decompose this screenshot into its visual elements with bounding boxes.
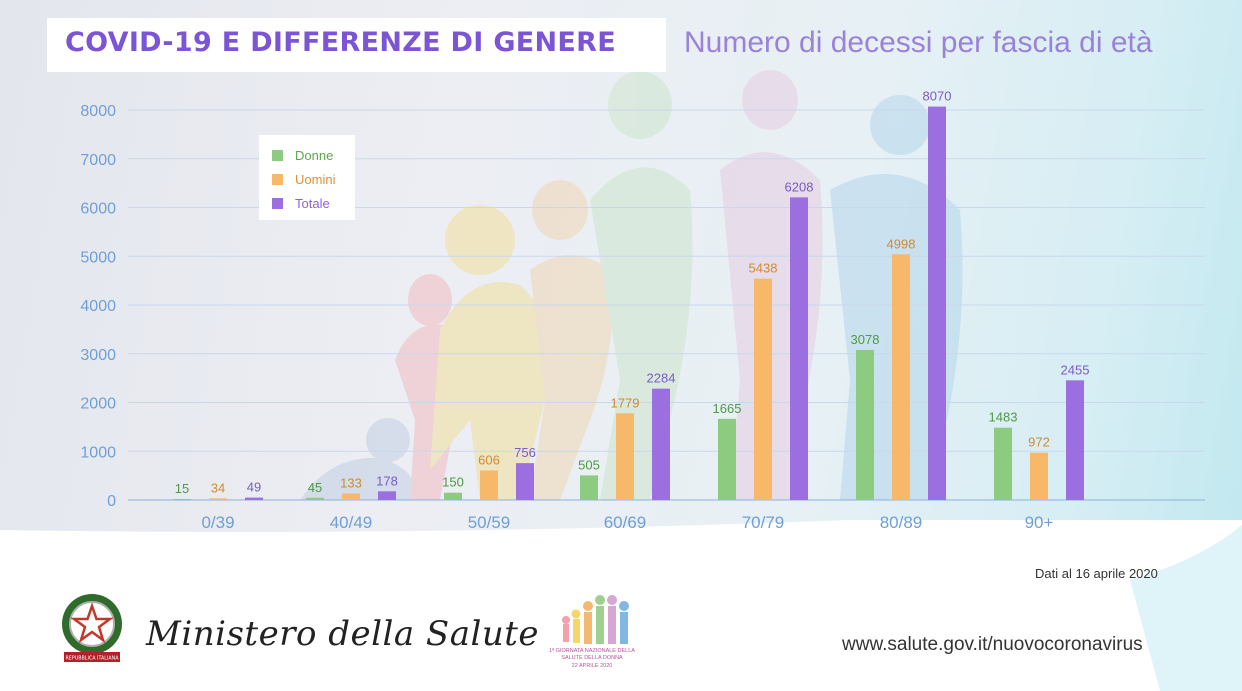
data-label-donne: 505	[578, 457, 600, 472]
bar-donne	[994, 427, 1012, 500]
data-date-note: Dati al 16 aprile 2020	[1035, 566, 1158, 581]
event-text-line1: 1ª GIORNATA NAZIONALE DELLA	[549, 648, 635, 654]
y-tick-label: 0	[107, 493, 116, 510]
bar-uomini	[754, 278, 772, 500]
data-label-totale: 2455	[1061, 362, 1090, 377]
data-label-totale: 756	[514, 445, 536, 460]
bar-totale	[1066, 380, 1084, 500]
y-tick-label: 5000	[80, 249, 116, 266]
y-tick-label: 4000	[80, 298, 116, 315]
title-box: COVID-19 E DIFFERENZE DI GENERE	[47, 18, 666, 72]
x-tick-label: 50/59	[468, 513, 511, 532]
x-tick-label: 40/49	[330, 513, 373, 532]
legend-label-donne: Donne	[295, 147, 334, 163]
italian-republic-emblem-icon: REPUBBLICA ITALIANA	[62, 594, 122, 662]
event-text-line2: SALUTE DELLA DONNA	[561, 655, 623, 661]
bar-uomini	[209, 498, 227, 500]
bar-donne	[444, 492, 462, 500]
data-label-uomini: 34	[211, 480, 225, 495]
y-tick-label: 2000	[80, 396, 116, 413]
legend-label-totale: Totale	[295, 195, 330, 211]
legend-item-donne: Donne	[272, 146, 333, 164]
data-label-totale: 6208	[785, 179, 814, 194]
bar-totale	[378, 491, 396, 500]
data-label-donne: 45	[308, 480, 322, 495]
chart-legend: Donne Uomini Totale	[259, 135, 355, 220]
bar-uomini	[616, 413, 634, 500]
bar-totale	[928, 106, 946, 501]
bar-uomini	[342, 493, 360, 500]
bar-totale	[790, 197, 808, 501]
emblem-ribbon-text: REPUBBLICA ITALIANA	[65, 656, 119, 662]
data-label-uomini: 133	[340, 476, 362, 491]
chart-title: COVID-19 E DIFFERENZE DI GENERE	[65, 27, 617, 58]
event-text-line3: 22 APRILE 2020	[571, 663, 613, 669]
bar-donne	[718, 418, 736, 500]
bar-uomini	[892, 254, 910, 500]
bar-totale	[245, 497, 263, 500]
data-label-donne: 150	[442, 475, 464, 490]
y-tick-label: 7000	[80, 152, 116, 169]
x-tick-label: 70/79	[742, 513, 785, 532]
data-label-uomini: 5438	[749, 261, 778, 276]
event-logo: 1ª GIORNATA NAZIONALE DELLA SALUTE DELLA…	[536, 586, 648, 674]
bar-donne	[856, 349, 874, 500]
data-label-uomini: 606	[478, 452, 500, 467]
bar-totale	[516, 463, 534, 500]
data-label-donne: 1483	[989, 410, 1018, 425]
data-label-totale: 2284	[647, 371, 676, 386]
y-tick-label: 1000	[80, 444, 116, 461]
x-tick-label: 90+	[1025, 513, 1054, 532]
bar-donne	[306, 497, 324, 500]
y-tick-label: 8000	[80, 103, 116, 120]
data-label-totale: 178	[376, 473, 398, 488]
legend-item-uomini: Uomini	[272, 170, 335, 188]
bar-uomini	[480, 470, 498, 500]
ministry-name: Ministero della Salute	[146, 614, 540, 654]
legend-item-totale: Totale	[272, 194, 330, 212]
data-label-totale: 8070	[923, 89, 952, 104]
bar-donne	[580, 475, 598, 500]
bar-donne	[173, 499, 191, 500]
women-health-day-icon	[562, 595, 629, 644]
chart-subtitle: Numero di decessi per fascia di età	[684, 26, 1153, 59]
bar-totale	[652, 388, 670, 500]
x-tick-label: 0/39	[201, 513, 234, 532]
x-tick-label: 60/69	[604, 513, 647, 532]
data-label-totale: 49	[247, 480, 261, 495]
data-label-uomini: 4998	[887, 236, 916, 251]
legend-label-uomini: Uomini	[295, 171, 336, 187]
legend-swatch-donne	[272, 149, 283, 161]
legend-swatch-uomini	[272, 173, 283, 185]
data-label-uomini: 1779	[611, 395, 640, 410]
bar-chart: 0 1000 2000 3000 4000 5000 6000 7000 8000 0/39 40/…	[80, 89, 1205, 532]
legend-swatch-totale	[272, 197, 283, 209]
data-label-donne: 3078	[851, 332, 880, 347]
x-tick-label: 80/89	[880, 513, 923, 532]
data-label-donne: 15	[175, 481, 189, 496]
bar-uomini	[1030, 452, 1048, 500]
data-label-donne: 1665	[713, 401, 742, 416]
website-link[interactable]: www.salute.gov.it/nuovocoronavirus	[842, 634, 1143, 655]
y-tick-label: 6000	[80, 201, 116, 218]
data-label-uomini: 972	[1028, 435, 1050, 450]
y-tick-label: 3000	[80, 347, 116, 364]
